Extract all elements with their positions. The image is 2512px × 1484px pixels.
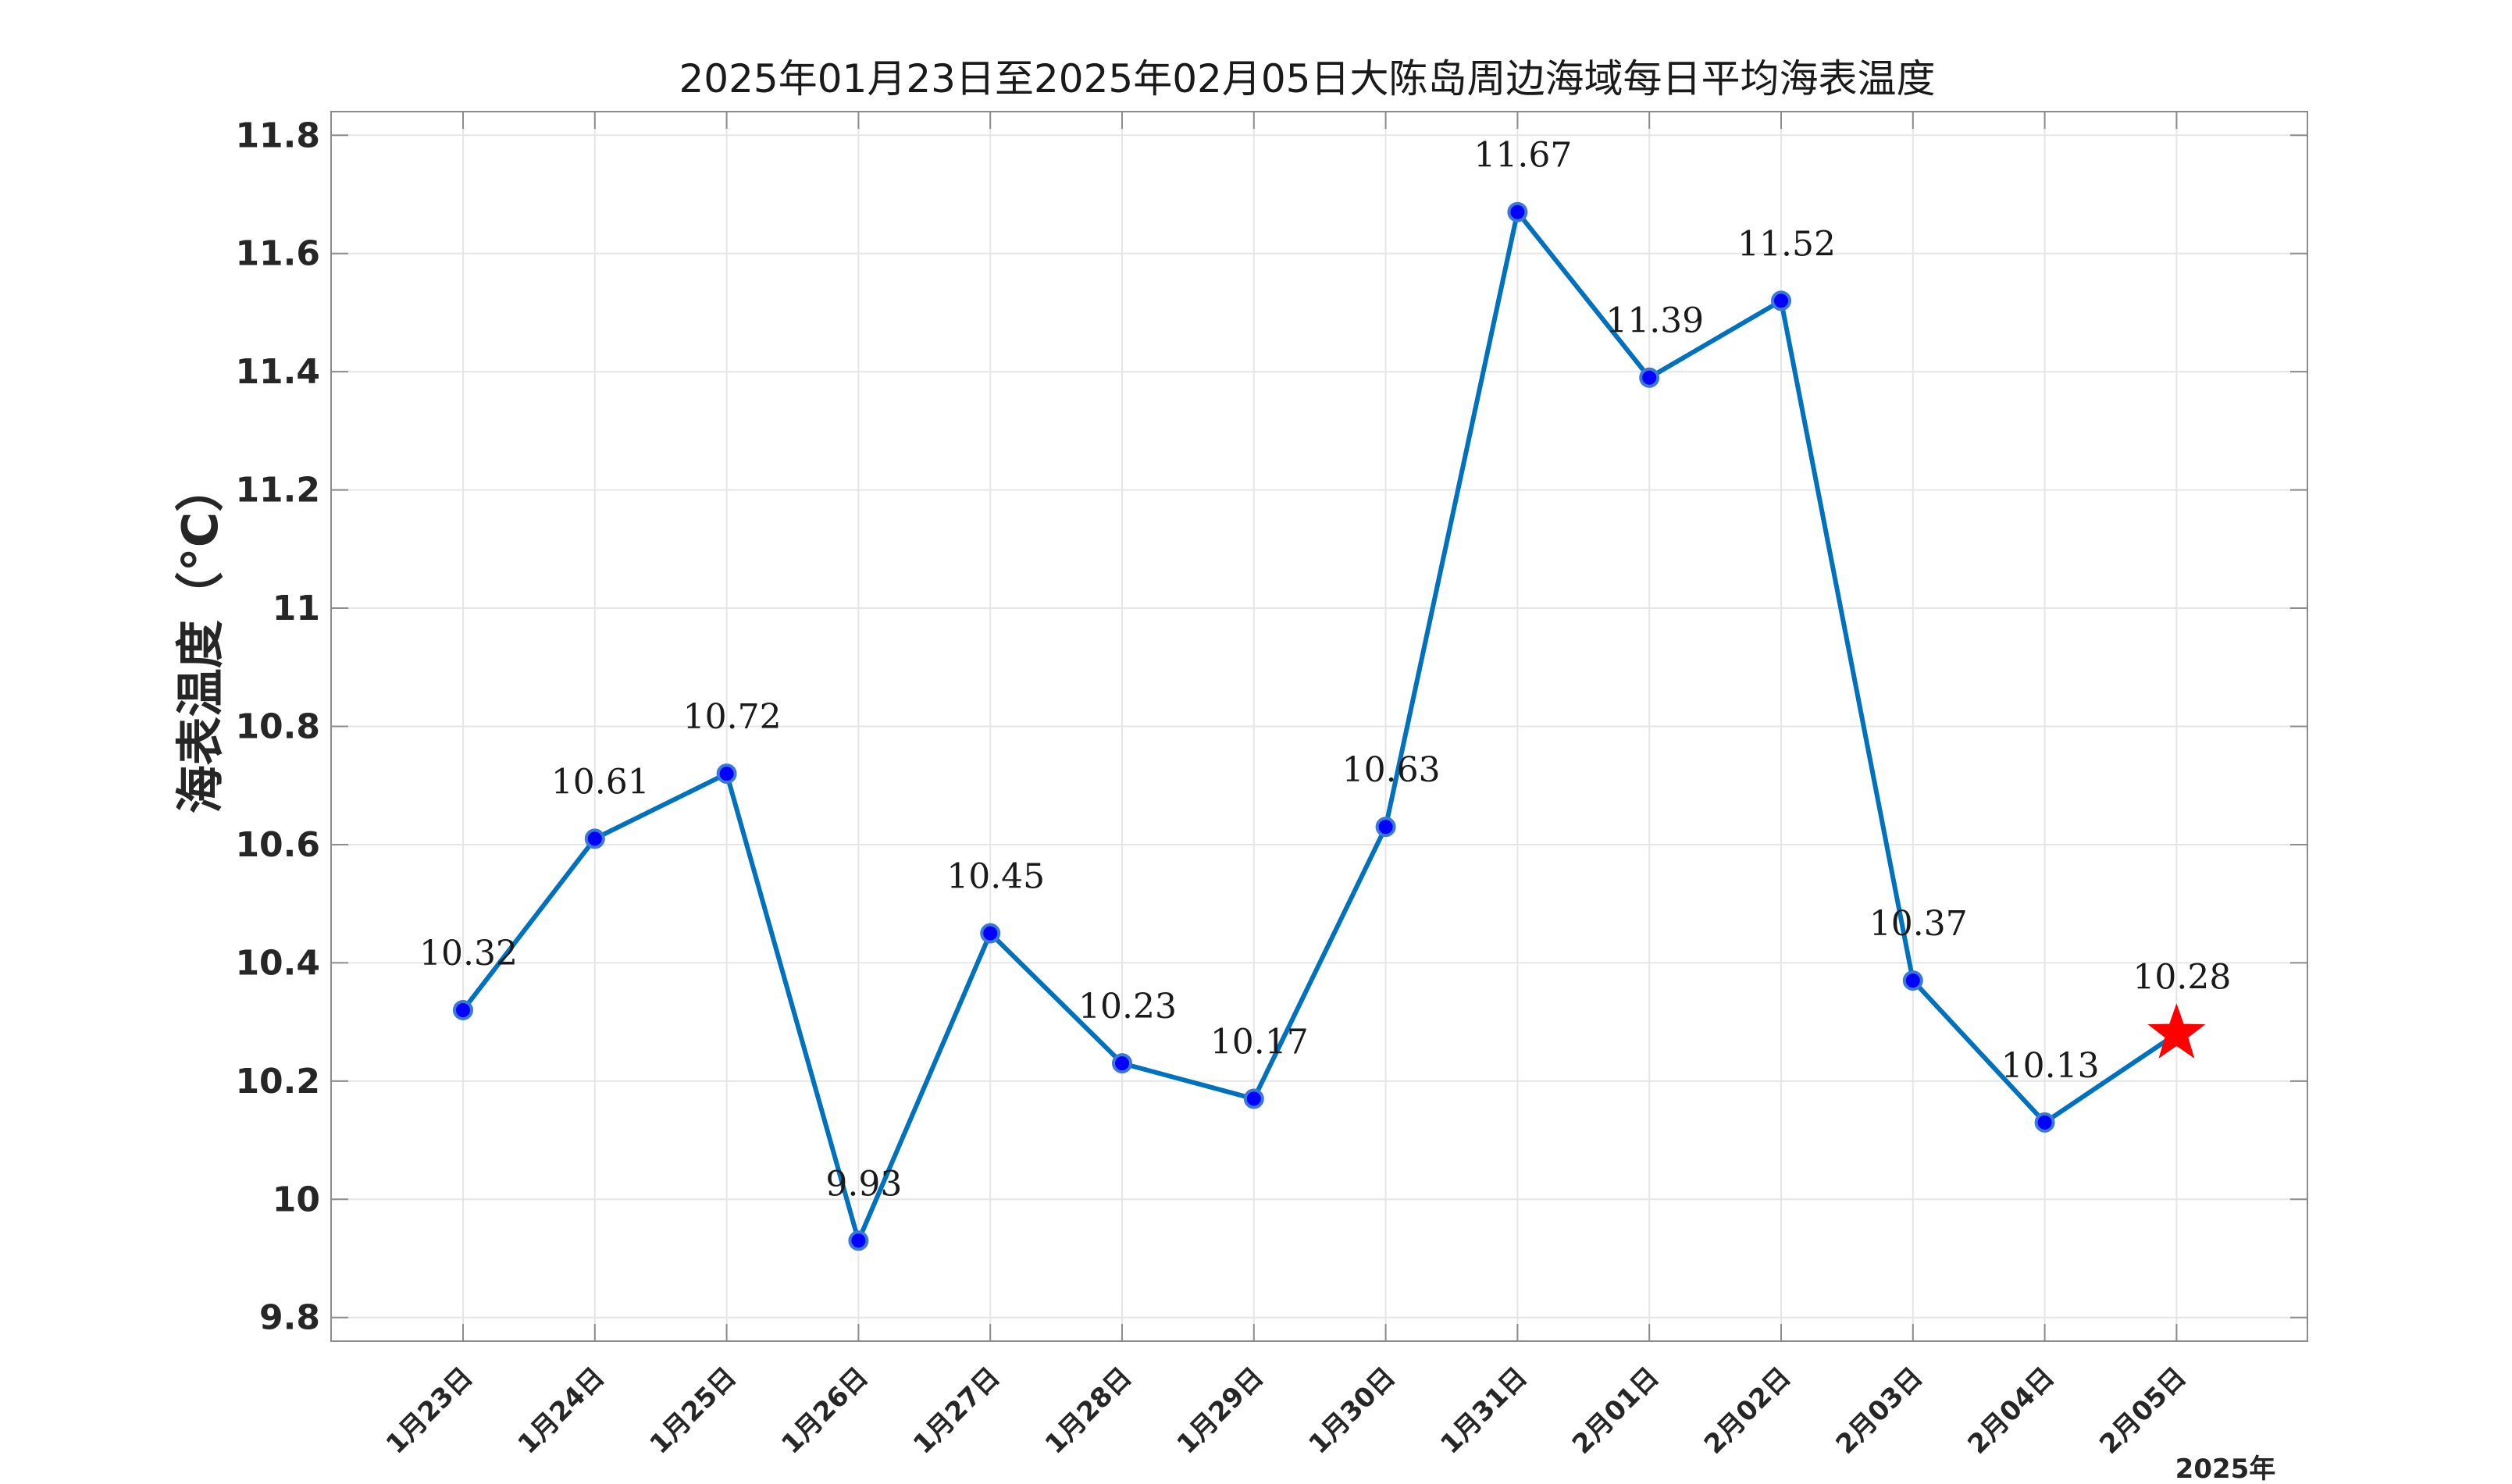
axis-ticks — [331, 112, 2307, 1341]
data-value-label: 9.93 — [825, 1164, 902, 1204]
y-axis-label: 海表温度（°C） — [172, 464, 229, 814]
data-point-marker — [1243, 1088, 1264, 1109]
data-labels: 10.32 10.61 10.72 9.93 10.45 10.23 10.17 10.63 1… — [419, 136, 2231, 1205]
x-axis-year-label: 2025年 — [2175, 1454, 2276, 1484]
highlight-star-marker — [2147, 1003, 2206, 1059]
data-value-label: 10.23 — [1078, 987, 1177, 1027]
data-value-label: 10.63 — [1342, 750, 1441, 790]
series-line — [461, 209, 2179, 1244]
y-tick-label: 11.4 — [235, 352, 320, 392]
data-point-marker — [2034, 1112, 2055, 1133]
data-point-marker — [1112, 1053, 1132, 1074]
data-point-marker — [1375, 817, 1396, 838]
data-point-marker — [584, 828, 605, 849]
data-value-label: 10.32 — [419, 934, 518, 973]
y-tick-label: 10 — [273, 1180, 320, 1219]
data-value-label: 10.72 — [683, 697, 782, 737]
data-point-marker — [716, 763, 737, 785]
data-value-label: 11.39 — [1605, 301, 1704, 341]
y-axis-tick-labels: 9.8 10 10.2 10.4 10.6 10.8 11 11.2 11.4 11.6 11.8 — [235, 116, 320, 1337]
y-tick-label: 11.2 — [235, 471, 320, 511]
data-value-label: 10.13 — [2001, 1046, 2100, 1086]
data-point-marker — [1771, 290, 1791, 311]
data-point-marker — [980, 923, 1001, 944]
data-point-marker — [1902, 970, 1923, 991]
data-point-marker — [453, 999, 473, 1020]
y-tick-label: 11 — [273, 589, 320, 628]
chart-title: 2025年01月23日至2025年02月05日大陈岛周边海域每日平均海表温度 — [679, 56, 1936, 101]
data-point-marker — [848, 1230, 869, 1251]
y-tick-label: 10.4 — [235, 943, 320, 983]
data-point-marker — [1507, 201, 1528, 222]
grid — [331, 112, 2307, 1341]
data-value-label: 10.17 — [1210, 1023, 1309, 1062]
series-markers — [453, 201, 2206, 1251]
data-value-label: 11.67 — [1473, 136, 1572, 176]
y-tick-label: 10.8 — [235, 707, 320, 747]
data-value-label: 10.45 — [946, 857, 1045, 897]
data-value-label: 10.61 — [551, 762, 650, 802]
data-value-label: 10.37 — [1869, 904, 1968, 944]
y-tick-label: 11.8 — [235, 116, 320, 155]
y-tick-label: 9.8 — [259, 1298, 320, 1338]
data-value-label: 10.28 — [2133, 957, 2231, 997]
y-tick-label: 11.6 — [235, 234, 320, 274]
data-point-marker — [1639, 367, 1660, 388]
data-value-label: 11.52 — [1737, 224, 1836, 264]
y-tick-label: 10.2 — [235, 1062, 320, 1101]
y-tick-label: 10.6 — [235, 825, 320, 865]
